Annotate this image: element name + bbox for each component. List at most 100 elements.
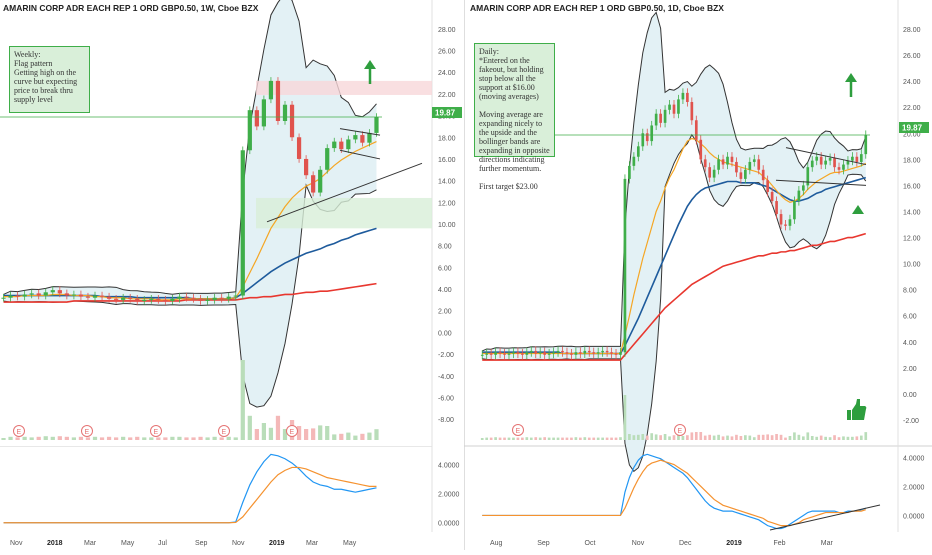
volume-bar — [498, 437, 502, 440]
candle — [494, 347, 497, 360]
candle-body — [641, 133, 645, 147]
time-axis: Aug Sep Oct Nov Dec 2019 Feb Mar — [490, 540, 833, 547]
volume-bar — [672, 435, 676, 440]
candle — [92, 291, 98, 302]
candle-body — [619, 352, 622, 355]
candle-body — [142, 299, 147, 301]
daily-note: Daily: *Entered on the fakeout, but hold… — [474, 43, 555, 191]
candle — [485, 348, 489, 360]
time-tick-label: Mar — [306, 540, 319, 547]
candle — [833, 153, 836, 172]
candle — [121, 293, 126, 304]
volume-bar — [605, 437, 609, 440]
price-tick-label: 24.00 — [438, 70, 456, 77]
volume-bar — [766, 434, 769, 440]
candle — [1, 293, 6, 302]
candle — [801, 180, 805, 196]
candle-body — [797, 190, 801, 202]
candle-body — [842, 164, 845, 170]
candle — [489, 348, 493, 360]
candle — [219, 293, 224, 303]
candle — [601, 346, 604, 357]
earnings-marker: E — [286, 425, 298, 437]
earnings-label: E — [222, 429, 227, 436]
candle-body — [690, 102, 694, 121]
candle-body — [22, 294, 27, 297]
volume-bar — [712, 435, 716, 440]
candle — [806, 162, 810, 190]
price-tick-label: 8.00 — [438, 244, 452, 251]
candle-body — [135, 298, 140, 301]
volume-bar — [332, 434, 337, 440]
candle — [574, 347, 578, 360]
candle-body — [717, 159, 720, 170]
volume-bar — [574, 437, 578, 440]
candle — [177, 292, 182, 303]
volume-bar — [708, 434, 712, 440]
candle-body — [757, 159, 761, 170]
candle — [507, 348, 511, 360]
candle-body — [170, 298, 175, 301]
candle — [650, 120, 654, 146]
candle-body — [721, 159, 725, 165]
volume-bar — [561, 437, 564, 440]
candle-body — [819, 156, 823, 165]
candle — [184, 292, 189, 302]
volume-bar — [797, 434, 801, 440]
candle-body — [605, 350, 609, 353]
time-tick-label: Oct — [585, 540, 596, 547]
price-tick-label: 14.00 — [903, 209, 921, 216]
candle-body — [739, 172, 743, 179]
candle — [521, 348, 524, 360]
candle-body — [489, 353, 493, 355]
candle — [721, 154, 725, 170]
price-tick-label: 22.00 — [903, 105, 921, 112]
volume-bar — [788, 436, 792, 440]
volume-bar — [339, 433, 344, 440]
candle-body — [574, 352, 578, 355]
volume-bar — [360, 433, 365, 440]
candle-body — [184, 296, 189, 298]
volume-bar — [748, 435, 752, 440]
volume-bar — [828, 437, 832, 440]
candle-body — [494, 352, 497, 355]
candle — [36, 289, 41, 300]
volume-bar — [142, 437, 147, 440]
earnings-marker: E — [13, 425, 25, 437]
volume-bar — [503, 437, 506, 440]
candle — [311, 171, 316, 197]
candle — [565, 347, 569, 359]
candle-body — [282, 104, 288, 121]
candle-body — [346, 139, 351, 150]
volume-bar — [645, 435, 649, 440]
candle — [587, 346, 591, 357]
time-tick-label: 2019 — [726, 540, 742, 547]
candle — [78, 290, 84, 301]
volume-bar — [525, 437, 529, 440]
candle-body — [784, 224, 787, 226]
volume-bar — [824, 436, 827, 440]
volume-bar — [254, 429, 259, 440]
candle — [797, 186, 801, 206]
price-tick-label: 8.00 — [903, 288, 917, 295]
bollinger-upper — [482, 11, 867, 352]
candle — [170, 295, 175, 305]
volume-bar — [318, 425, 323, 440]
candle-body — [766, 180, 769, 192]
volume-bar — [735, 434, 738, 440]
price-badge-label: 19.87 — [435, 109, 456, 118]
volume-bar — [628, 434, 631, 440]
candle-body — [846, 160, 850, 165]
candle-body — [855, 156, 859, 162]
candle-body — [177, 296, 182, 299]
candle — [686, 88, 689, 107]
price-tick-label: -2.00 — [438, 352, 454, 359]
time-tick-label: Jul — [158, 540, 167, 547]
volume-bar — [619, 437, 622, 440]
volume-bar — [864, 432, 868, 440]
volume-bar — [757, 434, 761, 440]
volume-bar — [842, 436, 845, 440]
price-tick-label: 18.00 — [903, 157, 921, 164]
price-tick-label: 24.00 — [903, 79, 921, 86]
